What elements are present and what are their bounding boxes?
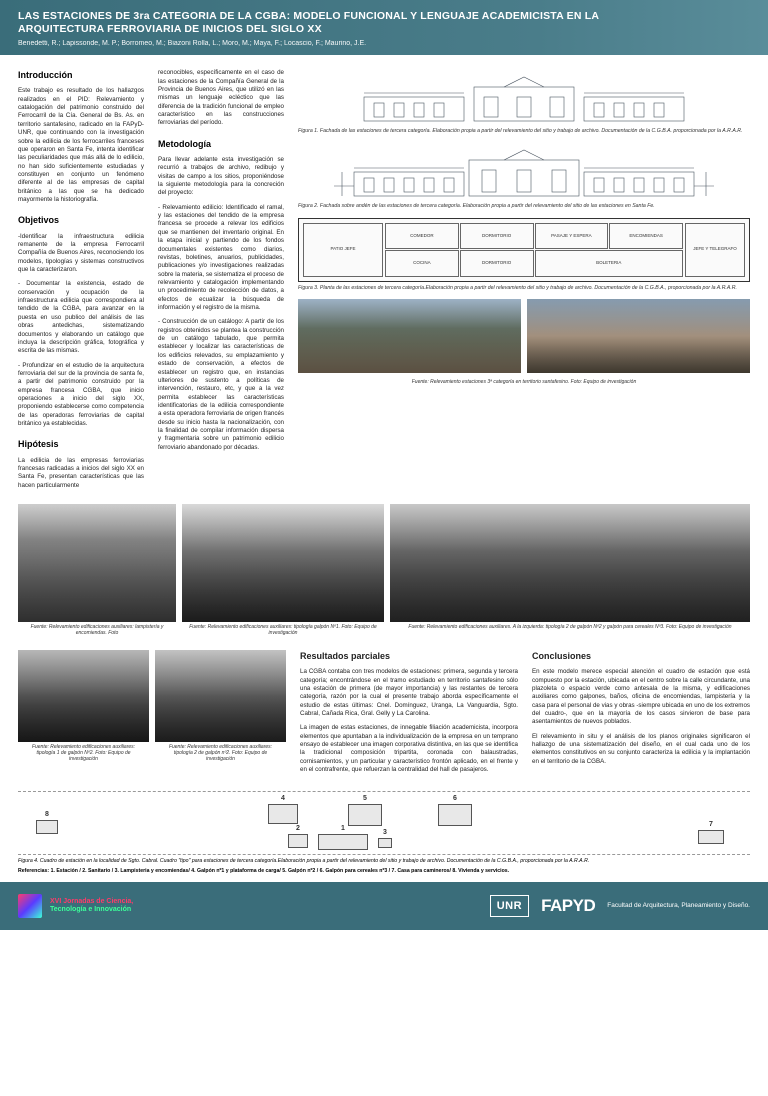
metodo-p2: - Relevamiento edilicio: Identificado el… [158,204,284,313]
room-boleteria: BOLETERIA [535,250,684,277]
bw-photo-3 [390,504,750,622]
obj-p1: -Identificar la infraestructura edilicia… [18,233,144,275]
fig4-box: 2 [288,834,308,848]
jornadas-logo-icon [18,894,42,918]
metodo-p3: - Construcción de un catálogo: A partir … [158,318,284,452]
res-p1: La CGBA contaba con tres modelos de esta… [300,668,518,718]
bw-photo-4-cap: Fuente: Relevamiento edificaciones auxil… [18,742,149,764]
jornadas-line2: Tecnología e Innovación [50,906,133,914]
lower-row: Fuente: Relevamiento edificaciones auxil… [0,644,768,786]
elevation-drawing-2 [298,142,750,200]
main-columns: Introducción Este trabajo es resultado d… [0,55,768,504]
author-list: Benedetti, R.; Lapissonde, M. P.; Borrom… [18,40,750,47]
hipotesis-heading: Hipótesis [18,438,144,450]
bw-photo-5-cap: Fuente: Relevamiento edificaciones auxil… [155,742,286,764]
fig1-caption: Figura 1. Fachada de las estaciones de t… [298,128,750,134]
unr-logo: UNR [490,895,529,917]
room-dormitorio: DORMITORIO [460,223,534,250]
references-text: Referencias: 1. Estación / 2. Sanitario … [18,868,509,874]
resultados-heading: Resultados parciales [300,650,518,662]
elevation-drawing-1 [298,69,750,125]
fig2-caption: Figura 2. Fachada sobre andén de las est… [298,203,750,209]
obj-p3: - Profundizar en el estudio de la arquit… [18,362,144,429]
bw-photo-5 [155,650,286,742]
bw-photo-1-cap: Fuente: Relevamiento edificaciones auxil… [18,622,176,638]
room-cocina: COCINA [385,250,459,277]
fapyd-description: Facultad de Arquitectura, Planeamiento y… [607,902,750,910]
bw-photo-2 [182,504,384,622]
fig4-box: 5 [348,804,382,826]
conc-p1: En este modelo merece especial atención … [532,668,750,727]
color-photo-cap: Fuente: Relevamiento estaciones 3ª categ… [298,377,750,387]
fig3-caption: Figura 3. Planta de las estaciones de te… [298,285,750,291]
bw-photo-2-cap: Fuente: Relevamiento edificaciones auxil… [182,622,384,638]
metodo-p1: Para llevar adelante esta investigación … [158,156,284,198]
fig4-box: 4 [268,804,298,824]
metodo-heading: Metodología [158,138,284,150]
room-comedor: COMEDOR [385,223,459,250]
fig4-caption: Figura 4. Cuadro de estación en la local… [18,858,750,865]
figure-4: 8 4 5 6 12 3 7 Figura 4. Cuadro de estación en… [0,787,768,869]
obj-p2: - Documentar la existencia, estado de co… [18,280,144,355]
jornadas-text: XVI Jornadas de Ciencia, Tecnología e In… [50,898,133,915]
lower-text: Resultados parciales La CGBA contaba con… [300,650,750,780]
figure-1: Figura 1. Fachada de las estaciones de t… [298,69,750,134]
room-jefe: JEFE Y TELEGRAFO [685,223,745,277]
intro-heading: Introducción [18,69,144,81]
fig4-site-plan: 8 4 5 6 12 3 7 [18,791,750,855]
intro-text: Este trabajo es resultado de los hallazg… [18,87,144,204]
column-right: Figura 1. Fachada de las estaciones de t… [298,69,750,496]
middle-photo-row: Fuente: Relevamiento edificaciones auxil… [0,504,768,638]
bw-photo-4 [18,650,149,742]
color-photo-2 [527,299,750,373]
figure-3: PATIO JEFE COMEDOR DORMITORIO PASAJE Y E… [298,218,750,291]
fig4-box: 8 [36,820,58,834]
room-pasaje: PASAJE Y ESPERA [535,223,609,250]
fig4-box: 7 [698,830,724,844]
references-line: Referencias: 1. Estación / 2. Sanitario … [0,868,768,882]
bw-photo-3-cap: Fuente: Relevamiento edificaciones auxil… [390,622,750,632]
objetivos-heading: Objetivos [18,214,144,226]
column-mid: reconocibles, específicamente en el caso… [158,69,284,496]
poster-title: LAS ESTACIONES DE 3ra CATEGORIA DE LA CG… [18,10,658,36]
fig4-box: 3 [378,838,392,848]
poster-footer: XVI Jornadas de Ciencia, Tecnología e In… [0,882,768,930]
color-photo-1 [298,299,521,373]
room-dormitorio2: DORMITORIO [460,250,534,277]
room-encomiendas: ENCOMIENDAS [609,223,683,250]
color-photo-pair [298,299,750,373]
fig4-box: 6 [438,804,472,826]
poster-header: LAS ESTACIONES DE 3ra CATEGORIA DE LA CG… [0,0,768,55]
fig4-box: 1 [318,834,368,850]
room-patio: PATIO JEFE [303,223,383,277]
mid-p1: reconocibles, específicamente en el caso… [158,69,284,128]
fapyd-logo: FAPYD [541,896,595,916]
lower-photos: Fuente: Relevamiento edificaciones auxil… [18,650,286,780]
conclusiones-heading: Conclusiones [532,650,750,662]
floorplan-drawing: PATIO JEFE COMEDOR DORMITORIO PASAJE Y E… [298,218,750,282]
footer-right: UNR FAPYD Facultad de Arquitectura, Plan… [490,895,750,917]
conc-p2: El relevamiento in situ y el análisis de… [532,733,750,766]
column-left: Introducción Este trabajo es resultado d… [18,69,144,496]
jornadas-line1: XVI Jornadas de Ciencia, [50,898,133,906]
footer-left: XVI Jornadas de Ciencia, Tecnología e In… [18,894,133,918]
res-p2: La imagen de estas estaciones, de innega… [300,724,518,774]
hipotesis-text: La edilicia de las empresas ferroviarias… [18,457,144,490]
bw-photo-1 [18,504,176,622]
figure-2: Figura 2. Fachada sobre andén de las est… [298,142,750,209]
